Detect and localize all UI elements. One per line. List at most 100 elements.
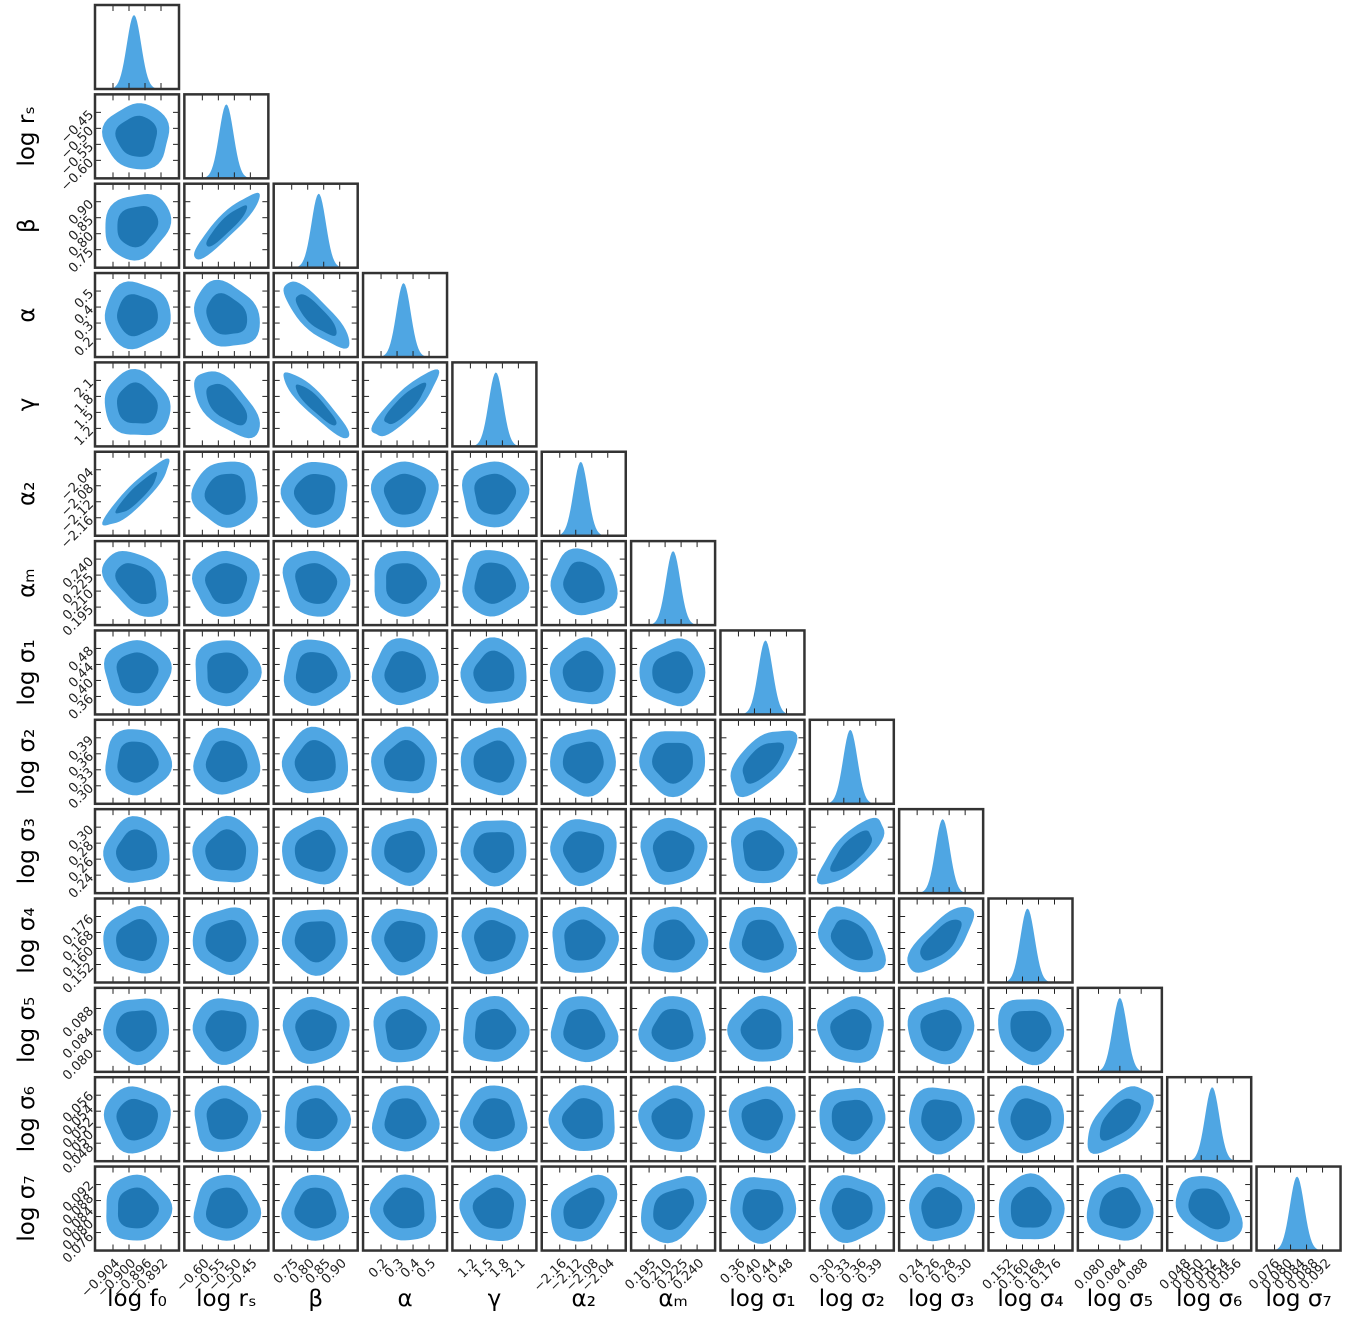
panel-frame <box>93 1165 181 1252</box>
contour-panel-13-6 <box>629 1165 717 1252</box>
contour-panel-10-3 <box>361 897 449 984</box>
marginal-histogram <box>722 640 803 715</box>
contour-panel-13-3 <box>361 1165 449 1252</box>
panel-frame <box>93 539 181 627</box>
marginal-histogram <box>275 193 356 268</box>
hist-panel-4 <box>451 361 538 448</box>
panel-frame <box>93 718 181 806</box>
panel-frame <box>183 718 270 806</box>
panel-frame <box>93 807 181 895</box>
contour-panel-9-4 <box>451 807 538 895</box>
y-axis-label: log rₛ <box>14 106 40 166</box>
y-tick-label: 2.1 <box>72 376 97 401</box>
contour-68 <box>116 1010 157 1052</box>
panel-frame <box>183 539 270 627</box>
panel-frame <box>183 182 270 269</box>
contour-panel-6-0 <box>93 539 181 627</box>
contour-68 <box>830 830 873 872</box>
panel-frame <box>361 1165 449 1252</box>
x-tick-label: 0.5 <box>414 1256 439 1281</box>
marginal-histogram <box>454 372 535 447</box>
contour-panel-12-5 <box>540 1075 627 1163</box>
panel-frame <box>93 93 181 180</box>
contour-68 <box>205 563 248 604</box>
contour-panel-5-4 <box>451 450 538 537</box>
contour-68 <box>296 1098 338 1140</box>
contour-panel-10-2 <box>272 897 359 984</box>
panel-frame <box>451 539 538 627</box>
contour-panel-13-2 <box>272 1165 359 1252</box>
panel-frame <box>451 807 538 895</box>
contour-panel-9-3 <box>361 807 449 895</box>
contour-68 <box>474 1008 517 1050</box>
marginal-histogram <box>901 819 982 894</box>
contour-68 <box>294 740 336 782</box>
panel-frame <box>272 450 359 537</box>
contour-panel-11-8 <box>808 986 896 1074</box>
marginal-histogram <box>365 283 446 358</box>
contour-panel-12-4 <box>451 1075 538 1163</box>
panel-frame <box>540 539 627 627</box>
x-axis-label: log σ₂ <box>819 1286 885 1312</box>
panel-frame <box>808 1165 896 1252</box>
contour-panel-8-3 <box>361 718 449 806</box>
panel-frame <box>272 718 359 806</box>
contour-68 <box>473 832 515 874</box>
panel-frame <box>808 718 896 806</box>
contour-panel-8-1 <box>183 718 270 806</box>
panel-frame <box>629 718 717 806</box>
hist-panel-8 <box>808 718 896 806</box>
x-axis-label: α₂ <box>572 1286 596 1312</box>
panel-frame <box>451 361 538 448</box>
y-axis-label: γ <box>14 398 40 412</box>
contour-panel-10-1 <box>183 897 270 984</box>
panel-frame <box>451 986 538 1074</box>
contour-68 <box>206 383 248 426</box>
contour-68 <box>294 1187 337 1229</box>
panel-frame <box>987 1075 1074 1163</box>
panel-frame <box>451 897 538 984</box>
y-axis-label: αₘ <box>14 568 40 598</box>
panel-frame <box>897 1075 985 1163</box>
hist-panel-10 <box>987 897 1074 984</box>
contour-68 <box>117 294 158 337</box>
contour-panel-3-2 <box>272 271 359 359</box>
panel-frame <box>719 986 806 1074</box>
contour-68 <box>830 1008 872 1051</box>
contour-68 <box>385 1008 427 1050</box>
panel-frame <box>540 1075 627 1163</box>
x-axis-label: log σ₆ <box>1176 1286 1242 1312</box>
contour-panel-11-2 <box>272 986 359 1074</box>
contour-68 <box>473 650 515 692</box>
contour-panel-10-5 <box>540 897 627 984</box>
contour-panel-12-3 <box>361 1075 449 1163</box>
contour-68 <box>205 829 247 871</box>
panel-frame <box>183 629 270 716</box>
x-axis-label: log σ₁ <box>729 1286 795 1312</box>
x-axis-label: β <box>308 1286 323 1312</box>
x-tick-label: 2.1 <box>503 1256 528 1281</box>
marginal-histogram <box>543 461 624 536</box>
contour-68 <box>921 1186 963 1229</box>
contour-68 <box>117 1187 159 1229</box>
panel-frame <box>629 1075 717 1163</box>
contour-68 <box>741 1098 783 1141</box>
contour-68 <box>383 473 426 515</box>
contour-68 <box>474 562 517 604</box>
panel-frame <box>540 629 627 716</box>
contour-68 <box>1010 1098 1052 1141</box>
panel-frame <box>719 1075 806 1163</box>
panel-frame <box>719 629 806 716</box>
panel-frame <box>361 807 449 895</box>
y-axis-label: α₂ <box>14 482 40 506</box>
contour-panel-13-7 <box>719 1165 806 1252</box>
contour-panel-1-0 <box>93 93 181 180</box>
contour-68 <box>920 1009 962 1052</box>
contour-panel-7-2 <box>272 629 359 716</box>
contour-68 <box>384 651 426 693</box>
panel-frame <box>1165 1165 1253 1252</box>
contour-panel-13-12 <box>1165 1165 1253 1252</box>
contour-68 <box>386 563 428 605</box>
contour-panel-8-0 <box>93 718 181 806</box>
contour-68 <box>205 740 248 783</box>
